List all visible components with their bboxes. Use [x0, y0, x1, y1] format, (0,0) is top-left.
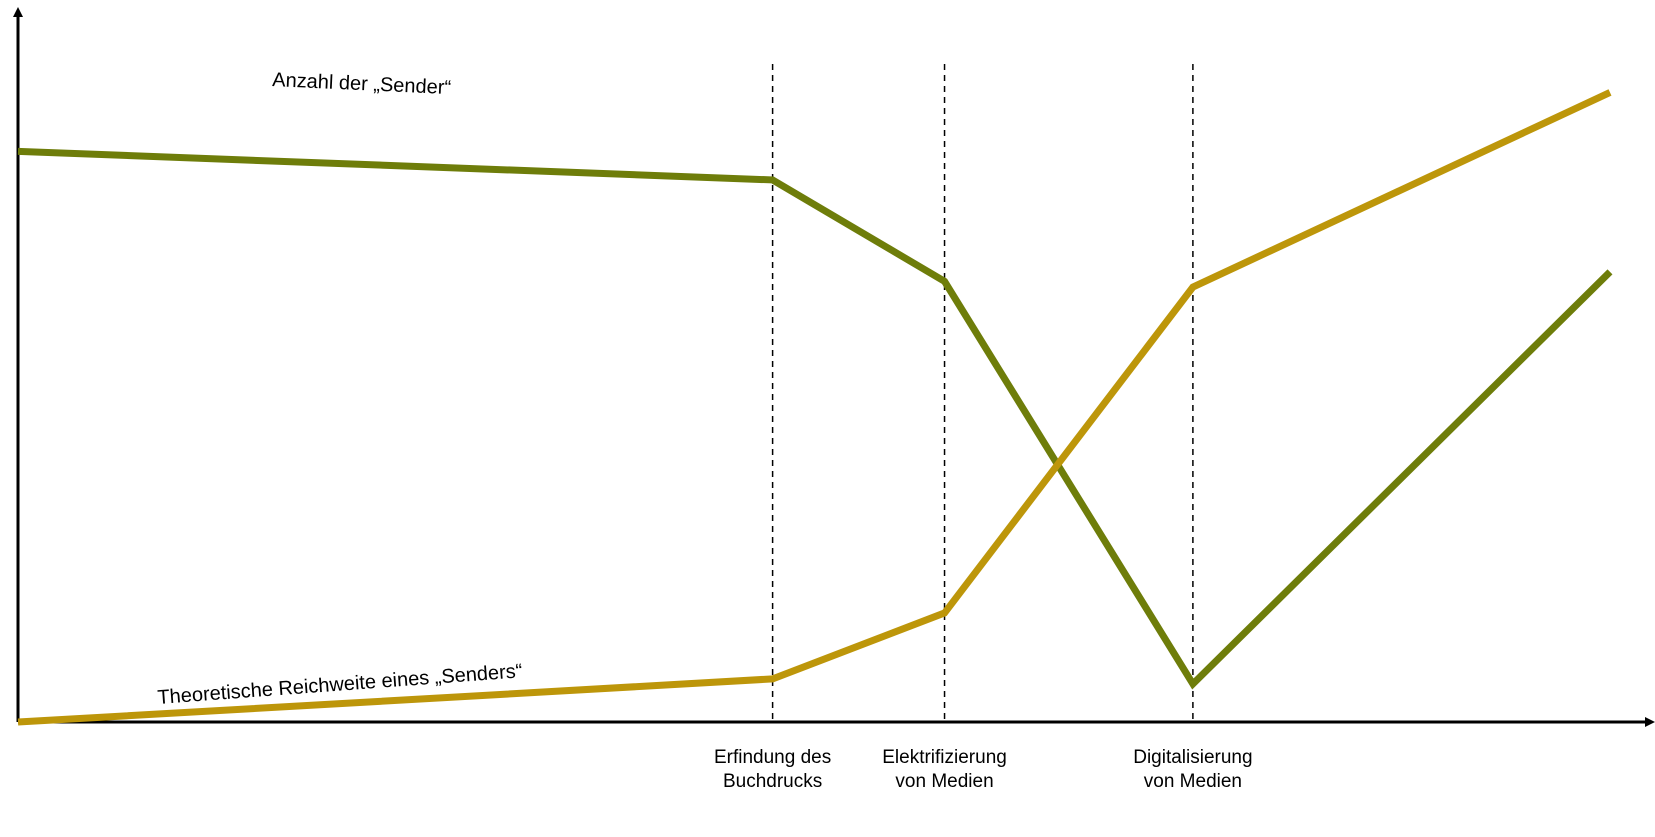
- series-label-anzahl-sender: Anzahl der „Sender“: [272, 69, 452, 99]
- milestone-label-line: Erfindung des: [714, 747, 831, 768]
- series-line-1: [17, 89, 1612, 726]
- milestone-label-0: Erfindung des Buchdrucks: [714, 747, 831, 792]
- milestone-label-2: Digitalisierung von Medien: [1133, 747, 1252, 792]
- milestone-label-line: von Medien: [895, 771, 993, 792]
- series-line-0: [17, 147, 1613, 690]
- milestone-label-line: von Medien: [1144, 771, 1242, 792]
- milestone-label-line: Elektrifizierung: [882, 747, 1007, 768]
- milestone-label-line: Digitalisierung: [1133, 747, 1252, 768]
- milestone-label-line: Buchdrucks: [723, 771, 822, 792]
- milestone-label-1: Elektrifizierung von Medien: [882, 747, 1007, 792]
